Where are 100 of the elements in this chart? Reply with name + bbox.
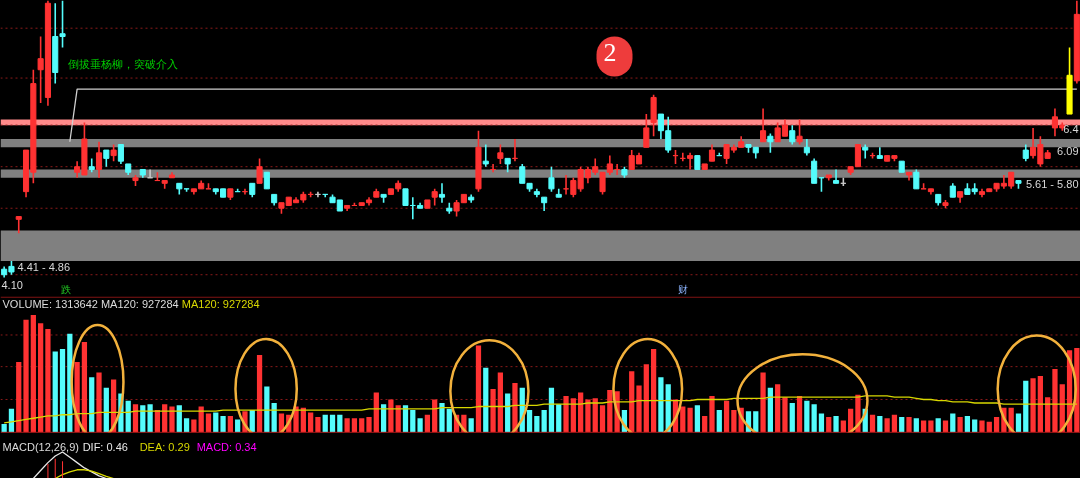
bar [497, 372, 503, 433]
bar [578, 392, 584, 433]
bar [475, 345, 482, 433]
bar [826, 417, 832, 433]
bar [235, 419, 241, 433]
bar [694, 405, 701, 433]
bar [337, 414, 343, 433]
bar [636, 385, 642, 433]
bar [439, 403, 445, 433]
bar [205, 413, 212, 433]
bar [329, 414, 336, 433]
candlestick [256, 157, 263, 185]
bar [344, 418, 350, 433]
candlestick [643, 113, 650, 149]
bar [950, 413, 956, 433]
text: 财 [677, 284, 688, 295]
bar [869, 414, 876, 433]
bar [599, 405, 606, 433]
bar [833, 415, 839, 433]
bar [191, 419, 197, 433]
bar [957, 417, 963, 433]
bar [760, 372, 766, 433]
bar [570, 398, 576, 433]
text: DEA: 0.29 [139, 440, 190, 453]
candlestick [482, 143, 489, 168]
bar [906, 417, 912, 433]
bar [972, 419, 978, 433]
band-label: 5.61 - 5.80 [1025, 177, 1079, 190]
candlestick [497, 143, 504, 165]
bar [526, 410, 533, 433]
bar [629, 371, 635, 433]
bar [38, 323, 44, 433]
bar [213, 412, 219, 433]
bar [23, 319, 29, 433]
bar [775, 384, 781, 433]
bar [1030, 378, 1036, 433]
bar [716, 410, 722, 433]
bar [687, 407, 693, 433]
bar [125, 400, 131, 433]
candlestick [832, 168, 840, 185]
candlestick [88, 157, 95, 174]
candlestick [796, 118, 803, 146]
bar [884, 418, 890, 433]
bar [176, 405, 182, 433]
bar [505, 393, 511, 433]
bar [767, 387, 773, 433]
band-label: 4.41 - 4.86 [17, 260, 71, 273]
bar [804, 400, 810, 433]
candlestick [438, 182, 446, 204]
bar [899, 417, 905, 433]
candlestick [548, 165, 555, 193]
text: 跌 [60, 284, 71, 295]
bar [789, 403, 795, 433]
bar [490, 388, 496, 433]
bar [1015, 413, 1022, 433]
bar [723, 400, 730, 433]
candlestick [15, 215, 22, 234]
annotation: 倒拔垂杨柳，突破介入 [67, 57, 178, 70]
bar [16, 361, 22, 433]
bar [1045, 397, 1051, 433]
bar [512, 383, 518, 433]
bar [658, 377, 664, 433]
bar [818, 413, 825, 433]
candlestick [95, 140, 103, 179]
bar [891, 414, 898, 433]
bar [96, 372, 102, 433]
bar [81, 342, 88, 433]
bar [468, 418, 474, 433]
bar [366, 417, 372, 433]
bar [220, 415, 226, 433]
bar [556, 404, 562, 433]
bar [410, 410, 416, 433]
candlestick [913, 168, 920, 190]
bar [1052, 368, 1058, 433]
bar [541, 410, 547, 433]
bar [227, 415, 233, 433]
series-label: DIF: 0.46 [82, 440, 128, 453]
bar [52, 351, 58, 433]
bar [585, 399, 591, 433]
bar [446, 408, 452, 433]
bar [59, 349, 66, 433]
bar [979, 420, 985, 433]
bar [1023, 380, 1029, 433]
bar [534, 415, 540, 433]
chart-title: VOLUME: 1313642 MA120: 927284 [2, 297, 179, 310]
bar [308, 412, 314, 433]
bar [351, 418, 358, 433]
bar [424, 414, 431, 433]
bar [702, 415, 708, 433]
bar [256, 354, 263, 433]
bar [877, 415, 883, 433]
bar [1, 424, 7, 433]
candlestick [767, 132, 774, 154]
bar [782, 397, 788, 433]
bar [359, 418, 365, 433]
bar [388, 399, 394, 433]
text: 4.10 [1, 278, 23, 291]
bar [315, 417, 321, 433]
bar [373, 392, 379, 433]
bar [563, 395, 569, 433]
